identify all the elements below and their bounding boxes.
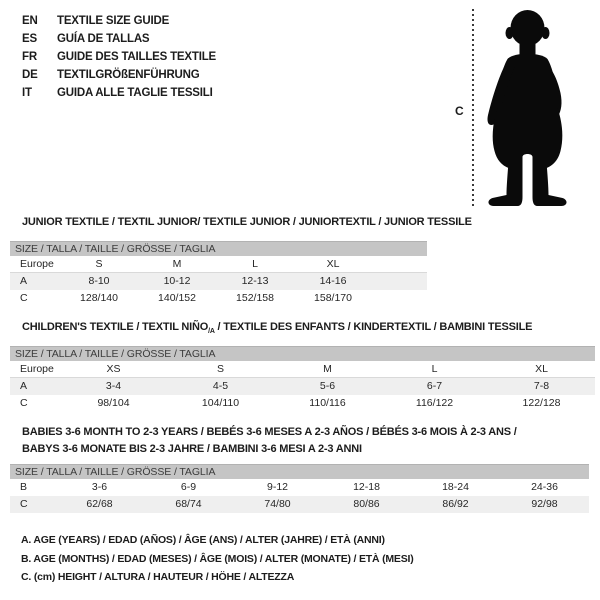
junior-table-title: JUNIOR TEXTILE / TEXTIL JUNIOR/ TEXTILE … bbox=[22, 215, 472, 229]
table-cell: M bbox=[323, 363, 332, 375]
table-cell: 12-13 bbox=[241, 275, 269, 287]
table-cell: L bbox=[431, 363, 438, 375]
language-code: EN bbox=[22, 15, 38, 27]
table-cell: 8-10 bbox=[88, 275, 110, 287]
row-label: C bbox=[20, 292, 28, 304]
table-cell: 14-16 bbox=[319, 275, 347, 287]
table-cell: 110/116 bbox=[309, 397, 346, 409]
table-row: C 128/140 140/152 152/158 158/170 bbox=[10, 290, 427, 307]
table-cell: 6-7 bbox=[426, 380, 443, 392]
children-size-header: SIZE / TALLA / TAILLE / GRÖSSE / TAGLIA bbox=[10, 346, 595, 361]
table-cell: XS bbox=[106, 363, 121, 375]
height-measure-label: C bbox=[455, 104, 464, 118]
table-cell: S bbox=[95, 258, 103, 270]
children-table: SIZE / TALLA / TAILLE / GRÖSSE / TAGLIA … bbox=[10, 346, 595, 412]
babies-table-title: BABIES 3-6 MONTH TO 2-3 YEARS / BEBÉS 3-… bbox=[22, 424, 517, 458]
table-cell: XL bbox=[326, 258, 340, 270]
language-row-en: EN TEXTILE SIZE GUIDE bbox=[22, 12, 216, 30]
table-cell: 24-36 bbox=[531, 481, 558, 493]
table-cell: 116/122 bbox=[415, 397, 454, 409]
table-row: C 98/104 104/110 110/116 116/122 122/128 bbox=[10, 395, 595, 412]
children-table-title-pre: CHILDREN'S TEXTILE / TEXTIL NIÑO bbox=[22, 321, 209, 333]
table-row: B 3-6 6-9 9-12 12-18 18-24 24-36 bbox=[10, 479, 589, 496]
language-row-fr: FR GUIDE DES TAILLES TEXTILE bbox=[22, 48, 216, 66]
language-row-it: IT GUIDA ALLE TAGLIE TESSILI bbox=[22, 84, 216, 102]
table-cell: 18-24 bbox=[442, 481, 469, 493]
row-label: C bbox=[20, 397, 28, 409]
table-cell: 4-5 bbox=[212, 380, 229, 392]
table-row: A 8-10 10-12 12-13 14-16 bbox=[10, 273, 427, 290]
children-table-title-post: / TEXTILE DES ENFANTS / KINDERTEXTIL / B… bbox=[214, 321, 533, 333]
table-row: C 62/68 68/74 74/80 80/86 86/92 92/98 bbox=[10, 496, 589, 513]
table-cell: 122/128 bbox=[522, 397, 561, 409]
legend: A. AGE (YEARS) / EDAD (AÑOS) / ÂGE (ANS)… bbox=[21, 531, 414, 587]
babies-table-title-line2: BABYS 3-6 MONATE BIS 2-3 JAHRE / BAMBINI… bbox=[22, 443, 362, 455]
language-row-de: DE TEXTILGRÖßENFÜHRUNG bbox=[22, 66, 216, 84]
table-cell: 3-6 bbox=[91, 481, 108, 493]
table-cell: 140/152 bbox=[158, 292, 196, 304]
language-title: GUIDE DES TAILLES TEXTILE bbox=[57, 51, 216, 63]
language-title: GUIDA ALLE TAGLIE TESSILI bbox=[57, 87, 213, 99]
height-measure-line bbox=[472, 9, 474, 206]
table-cell: S bbox=[216, 363, 224, 375]
babies-table: SIZE / TALLA / TAILLE / GRÖSSE / TAGLIA … bbox=[10, 464, 589, 513]
children-table-title: CHILDREN'S TEXTILE / TEXTIL NIÑO/A / TEX… bbox=[22, 320, 533, 339]
language-title: TEXTILE SIZE GUIDE bbox=[57, 15, 170, 27]
table-cell: XL bbox=[535, 363, 548, 375]
language-code: ES bbox=[22, 33, 37, 45]
table-row: Europe S M L XL bbox=[10, 256, 427, 273]
table-cell: 152/158 bbox=[236, 292, 274, 304]
language-title: GUÍA DE TALLAS bbox=[57, 33, 150, 45]
table-cell: 104/110 bbox=[201, 397, 240, 409]
language-code: IT bbox=[22, 87, 32, 99]
row-label: C bbox=[20, 498, 28, 510]
table-cell: 128/140 bbox=[80, 292, 118, 304]
junior-table: SIZE / TALLA / TAILLE / GRÖSSE / TAGLIA … bbox=[10, 241, 427, 307]
babies-table-title-line1: BABIES 3-6 MONTH TO 2-3 YEARS / BEBÉS 3-… bbox=[22, 426, 517, 438]
row-label: A bbox=[20, 275, 28, 287]
row-label: Europe bbox=[20, 258, 54, 270]
table-row: A 3-4 4-5 5-6 6-7 7-8 bbox=[10, 378, 595, 395]
table-cell: 5-6 bbox=[319, 380, 336, 392]
table-cell: 80/86 bbox=[353, 498, 380, 510]
toddler-silhouette-image bbox=[487, 10, 567, 206]
table-cell: 68/74 bbox=[175, 498, 202, 510]
table-cell: 158/170 bbox=[314, 292, 352, 304]
table-cell: 98/104 bbox=[97, 397, 130, 409]
language-row-es: ES GUÍA DE TALLAS bbox=[22, 30, 216, 48]
babies-size-header: SIZE / TALLA / TAILLE / GRÖSSE / TAGLIA bbox=[10, 464, 589, 479]
children-table-title-sub: /A bbox=[208, 328, 215, 336]
table-cell: 3-4 bbox=[105, 380, 122, 392]
table-cell: 92/98 bbox=[531, 498, 558, 510]
legend-line-a: A. AGE (YEARS) / EDAD (AÑOS) / ÂGE (ANS)… bbox=[21, 534, 385, 546]
junior-size-header: SIZE / TALLA / TAILLE / GRÖSSE / TAGLIA bbox=[10, 241, 427, 256]
table-cell: L bbox=[252, 258, 258, 270]
table-cell: 10-12 bbox=[163, 275, 191, 287]
table-row: Europe XS S M L XL bbox=[10, 361, 595, 378]
table-cell: 7-8 bbox=[533, 380, 550, 392]
table-cell: 86/92 bbox=[442, 498, 469, 510]
language-code: DE bbox=[22, 69, 38, 81]
language-list: EN TEXTILE SIZE GUIDE ES GUÍA DE TALLAS … bbox=[22, 12, 216, 102]
row-label: Europe bbox=[20, 363, 54, 375]
language-title: TEXTILGRÖßENFÜHRUNG bbox=[57, 69, 200, 81]
table-cell: M bbox=[172, 258, 182, 270]
table-cell: 6-9 bbox=[180, 481, 197, 493]
junior-table-title-text: JUNIOR TEXTILE / TEXTIL JUNIOR/ TEXTILE … bbox=[22, 216, 472, 228]
table-cell: 62/68 bbox=[86, 498, 113, 510]
language-code: FR bbox=[22, 51, 37, 63]
table-cell: 12-18 bbox=[353, 481, 380, 493]
table-cell: 9-12 bbox=[266, 481, 288, 493]
legend-line-c: C. (cm) HEIGHT / ALTURA / HAUTEUR / HÖHE… bbox=[21, 571, 295, 583]
legend-line-b: B. AGE (MONTHS) / EDAD (MESES) / ÂGE (MO… bbox=[21, 552, 414, 565]
row-label: B bbox=[20, 481, 28, 493]
toddler-silhouette-shapes bbox=[487, 10, 567, 206]
table-cell: 74/80 bbox=[264, 498, 291, 510]
row-label: A bbox=[20, 380, 28, 392]
